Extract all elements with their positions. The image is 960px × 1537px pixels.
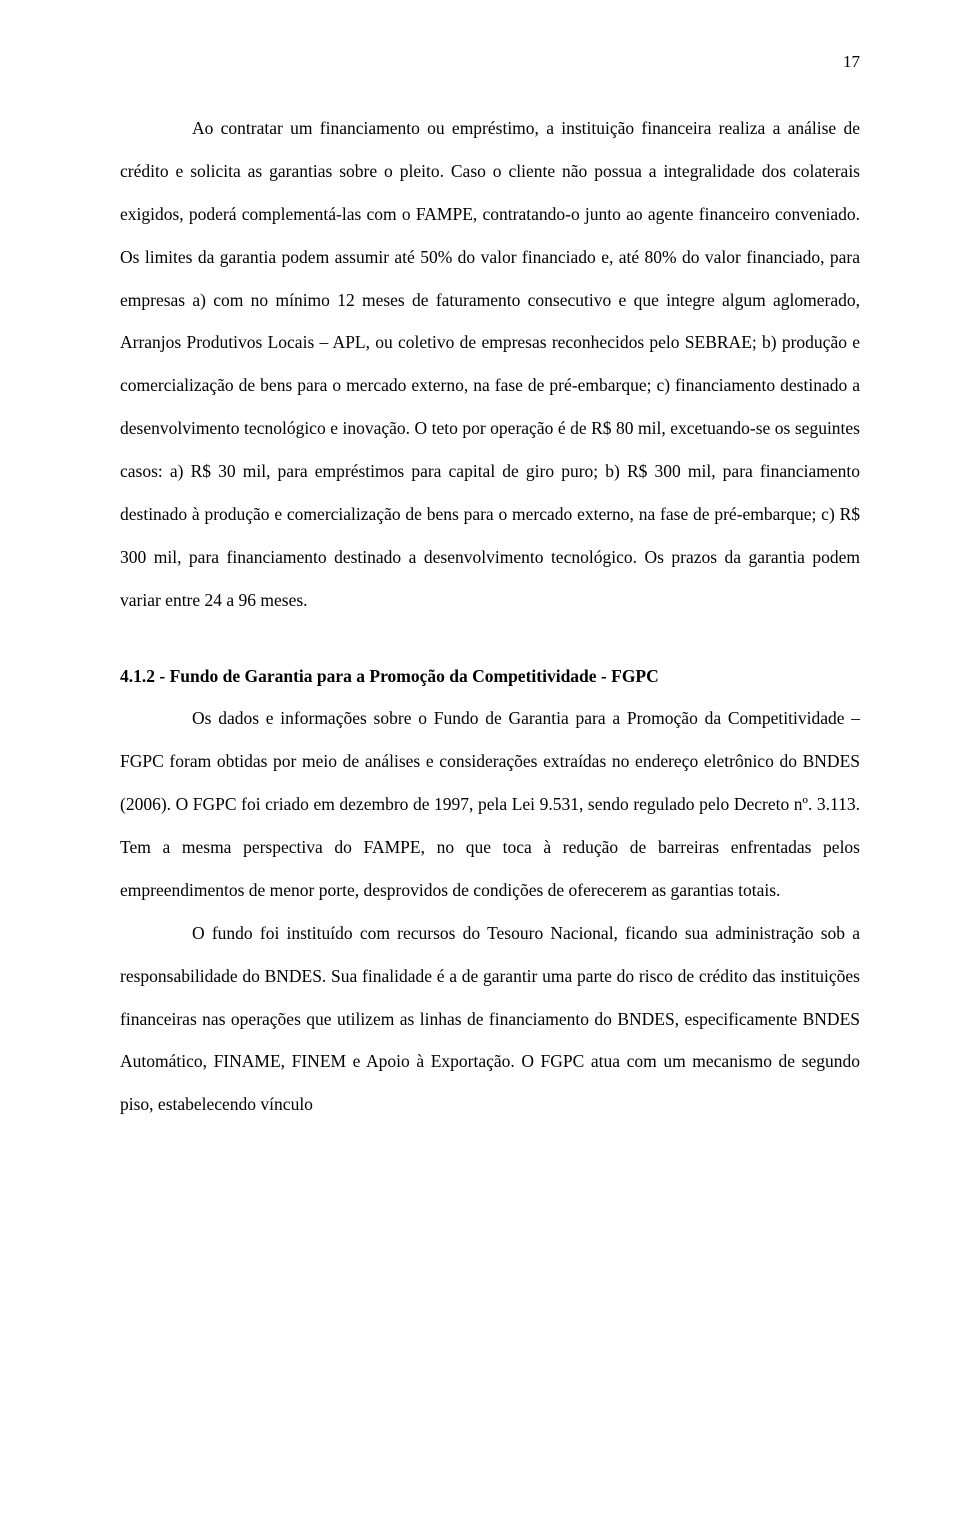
page-number: 17 <box>843 52 860 72</box>
paragraph-3: O fundo foi instituído com recursos do T… <box>120 912 860 1126</box>
paragraph-1: Ao contratar um financiamento ou emprést… <box>120 107 860 622</box>
section-heading-fgpc: 4.1.2 - Fundo de Garantia para a Promoçã… <box>120 655 860 698</box>
paragraph-2: Os dados e informações sobre o Fundo de … <box>120 697 860 911</box>
document-content: Ao contratar um financiamento ou emprést… <box>120 107 860 1126</box>
